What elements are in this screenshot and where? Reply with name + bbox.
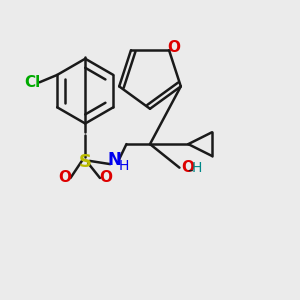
Text: O: O bbox=[167, 40, 180, 55]
Text: O: O bbox=[58, 170, 71, 185]
Text: Cl: Cl bbox=[24, 75, 40, 90]
Text: H: H bbox=[192, 161, 202, 175]
Text: H: H bbox=[118, 159, 129, 173]
Text: O: O bbox=[181, 160, 194, 175]
Text: O: O bbox=[99, 170, 112, 185]
Text: N: N bbox=[108, 151, 122, 169]
Text: -: - bbox=[187, 163, 192, 178]
Text: S: S bbox=[79, 153, 92, 171]
